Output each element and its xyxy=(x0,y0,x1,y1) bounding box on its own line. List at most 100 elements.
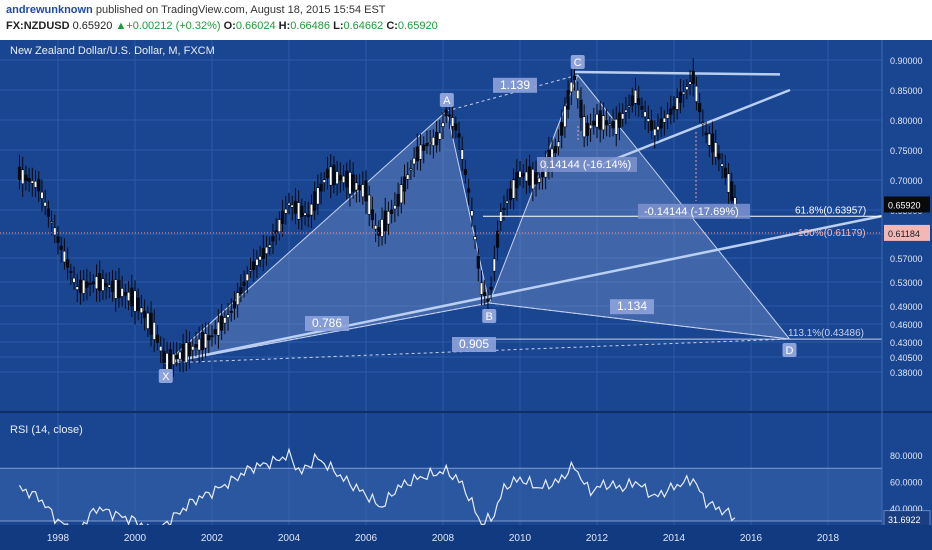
candle-body xyxy=(698,102,702,113)
candle-body xyxy=(649,120,654,131)
candle-body xyxy=(197,338,201,351)
low-label: L: xyxy=(333,20,344,32)
candle-body xyxy=(528,166,532,186)
candle-body xyxy=(226,314,230,318)
candle-body xyxy=(300,205,304,218)
candle-body xyxy=(146,312,150,329)
candle-body xyxy=(104,282,108,287)
candle-body xyxy=(665,113,670,119)
candle-body xyxy=(422,144,426,151)
candle-body xyxy=(659,118,663,129)
candle-body xyxy=(682,91,686,95)
candle-body xyxy=(377,227,381,236)
close-value: 0.65920 xyxy=(397,20,438,32)
ratio-label: 1.134 xyxy=(617,299,647,313)
candle-body xyxy=(168,349,172,370)
high-label: H: xyxy=(278,20,291,32)
candle-body xyxy=(592,120,596,126)
price-tick-label: 0.85000 xyxy=(890,86,923,96)
time-tick-label: 2014 xyxy=(663,533,686,544)
candle-body xyxy=(714,142,718,158)
time-tick-label: 2010 xyxy=(509,533,532,544)
candle-body xyxy=(418,144,423,160)
candle-body xyxy=(431,136,435,146)
candle-body xyxy=(608,123,612,126)
candle-body xyxy=(386,211,391,225)
measure-label-2: -0.14144 (-17.69%) xyxy=(644,206,739,218)
publish-line: andrewunknown published on TradingView.c… xyxy=(6,4,386,16)
candle-body xyxy=(27,177,31,182)
candle-body xyxy=(284,208,288,214)
candle-body xyxy=(409,168,413,171)
candle-body xyxy=(175,354,179,359)
candle-body xyxy=(341,175,346,183)
price-tick-label: 0.53000 xyxy=(890,278,923,288)
candle-body xyxy=(303,212,307,216)
candle-body xyxy=(451,117,455,127)
candle-body xyxy=(69,271,73,273)
candle-body xyxy=(181,343,185,361)
measure-box-2 xyxy=(638,203,750,219)
candle-body xyxy=(149,312,153,335)
candle-body xyxy=(672,106,676,110)
price-axis[interactable]: 0.900000.850000.800000.750000.700000.650… xyxy=(884,56,930,378)
price-tick-label: 0.38000 xyxy=(890,368,923,378)
chart-canvas[interactable]: 61.8%(0.63957) 100%(0.61179) 113.1%(0.4348… xyxy=(0,40,932,550)
candle-body xyxy=(563,105,567,128)
candle-body xyxy=(489,286,493,290)
candle-body xyxy=(653,128,657,136)
rsi-band xyxy=(0,468,882,521)
rsi-value-tag-label: 31.6922 xyxy=(888,515,921,525)
high-value: 0.66486 xyxy=(290,20,331,32)
candle-body xyxy=(396,193,400,207)
candle-body xyxy=(518,170,522,178)
candle-body xyxy=(248,269,253,272)
candle-body xyxy=(374,225,378,230)
pattern-point-label: C xyxy=(574,57,582,69)
time-tick-label: 1998 xyxy=(47,533,70,544)
candle-body xyxy=(82,279,86,294)
candle-body xyxy=(325,168,330,179)
candle-body xyxy=(415,146,419,162)
candle-body xyxy=(159,346,163,352)
candle-body xyxy=(473,236,477,240)
candle-body xyxy=(194,344,198,348)
candle-body xyxy=(75,286,79,290)
candle-body xyxy=(720,163,724,167)
candle-body xyxy=(588,124,593,130)
candle-body xyxy=(40,191,44,199)
candle-body xyxy=(726,173,731,193)
candle-body xyxy=(595,113,599,128)
pattern-point-label: A xyxy=(443,95,451,107)
pattern-point-marker xyxy=(439,93,454,107)
candle-body xyxy=(483,292,487,296)
candle-body xyxy=(646,118,650,122)
price-tick-label: 0.90000 xyxy=(890,56,923,66)
pattern-point-label: D xyxy=(786,345,794,357)
author-link[interactable]: andrewunknown xyxy=(6,4,93,16)
candle-body xyxy=(155,334,160,343)
candle-body xyxy=(245,273,249,281)
candle-body xyxy=(313,191,317,211)
candle-body xyxy=(33,180,38,188)
up-arrow-icon: ▲ xyxy=(115,20,127,32)
candle-body xyxy=(585,122,589,136)
candle-body xyxy=(24,174,28,181)
candle-body xyxy=(572,75,577,81)
candle-body xyxy=(62,250,67,263)
candle-body xyxy=(434,132,439,146)
candle-body xyxy=(675,97,679,110)
candle-body xyxy=(223,317,227,324)
candle-body xyxy=(293,200,298,214)
rsi-tick-label: 40.0000 xyxy=(890,504,923,514)
candle-body xyxy=(126,291,131,302)
fib-price-tag xyxy=(884,224,930,241)
candle-body xyxy=(515,172,519,189)
time-axis[interactable]: 1998 2000 2002 2004 2006 2008 2010 2012 2014 2016… xyxy=(47,533,840,544)
candle-body xyxy=(406,174,410,180)
candle-body xyxy=(94,276,99,290)
last-price-tag-label: 0.65920 xyxy=(888,200,921,210)
chart-title: New Zealand Dollar/U.S. Dollar, M, FXCM xyxy=(10,45,215,57)
candle-body xyxy=(730,181,734,202)
candle-body xyxy=(691,70,695,84)
